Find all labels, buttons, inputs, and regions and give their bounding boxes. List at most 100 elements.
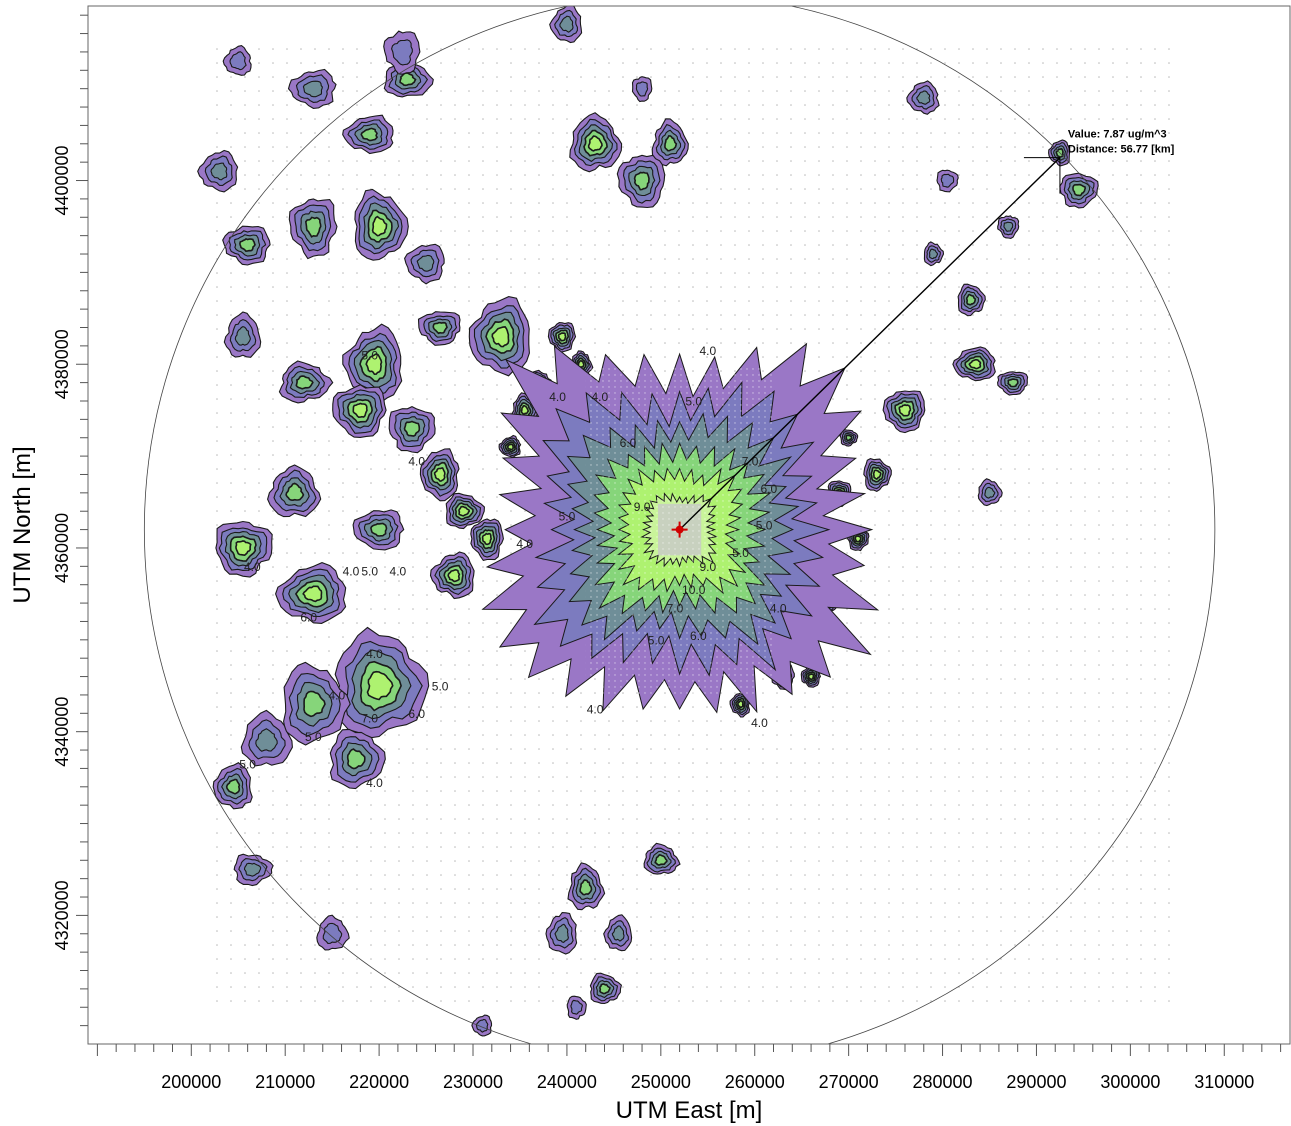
- contour-level-7: [633, 171, 650, 191]
- contour-level-7: [239, 237, 256, 252]
- hotspot: [212, 762, 253, 810]
- contour-level-7: [285, 482, 305, 502]
- hotspot: [223, 311, 262, 358]
- contour-label: 6.0: [690, 629, 707, 643]
- contour-level-9: [365, 352, 383, 376]
- contour-level-9: [447, 568, 461, 583]
- hotspot: [215, 520, 273, 578]
- contour-level-7: [432, 321, 448, 335]
- hotspot: [729, 691, 751, 718]
- contour-level-6: [210, 162, 228, 181]
- contour-level-5: [570, 999, 583, 1015]
- contour-level-7: [845, 434, 853, 442]
- hotspot: [352, 509, 405, 551]
- contour-label: 4.0: [549, 390, 566, 404]
- contour-level-7: [664, 135, 678, 152]
- contour-level-5: [322, 922, 343, 944]
- contour-label: 4.0: [329, 689, 346, 703]
- contour-level-9: [520, 404, 530, 415]
- contour-level-7: [346, 748, 366, 770]
- hotspot: [566, 995, 587, 1020]
- y-axis: 4320000 4340000 4360000 4380000 4400000: [52, 14, 88, 1027]
- contour-level-6: [984, 486, 996, 499]
- hotspot: [404, 243, 445, 285]
- y-tick-label: 4380000: [52, 329, 72, 399]
- hotspot: [997, 371, 1029, 396]
- contour-level-9: [506, 443, 514, 451]
- contour-level-6: [559, 15, 574, 33]
- contour-level-6: [416, 254, 435, 272]
- contour-level-6: [302, 80, 323, 98]
- contour-level-9: [807, 673, 815, 681]
- contour-label: 6.0: [300, 610, 317, 624]
- hotspot: [651, 118, 689, 167]
- contour-level-7: [304, 216, 322, 238]
- x-tick-label: 270000: [819, 1072, 879, 1092]
- hotspot: [800, 666, 822, 688]
- y-tick-label: 4340000: [52, 697, 72, 767]
- contour-label: 5.0: [361, 565, 378, 579]
- contour-label: 4.0: [591, 390, 608, 404]
- contour-label: 5.0: [361, 349, 378, 363]
- hotspot: [498, 434, 522, 459]
- hotspot: [287, 68, 337, 109]
- hotspot: [419, 448, 460, 502]
- hotspot: [288, 198, 338, 260]
- hotspot: [233, 853, 274, 887]
- contour-level-7: [403, 420, 421, 437]
- x-axis: 200000 210000 220000 230000 240000 250000 2600…: [88, 1043, 1290, 1092]
- contour-label: 7.0: [361, 711, 378, 725]
- hotspot: [977, 478, 1003, 507]
- hotspot: [545, 912, 578, 955]
- hotspot: [383, 30, 421, 75]
- contour-level-5: [229, 51, 247, 71]
- hotspot: [334, 626, 430, 739]
- contour-label: 4.0: [366, 647, 383, 661]
- contour-level-9: [577, 359, 585, 369]
- hotspot: [471, 1014, 493, 1037]
- contour-level-6: [916, 90, 931, 105]
- contour-level-6: [611, 925, 625, 942]
- y-tick-label: 4320000: [52, 880, 72, 950]
- contour-level-7: [399, 72, 417, 87]
- hotspot: [240, 709, 293, 767]
- hotspot: [275, 562, 347, 624]
- contour-label: 5.0: [732, 546, 749, 560]
- contour-label: 4.0: [390, 565, 407, 579]
- contour-level-9: [352, 402, 368, 419]
- contour-label: 5.0: [685, 395, 702, 409]
- hotspot: [222, 225, 271, 266]
- hotspot: [936, 169, 959, 193]
- contour-label: 9.0: [699, 560, 716, 574]
- hotspot: [445, 492, 485, 530]
- contour-label: 5.0: [239, 757, 256, 771]
- contour-label: 5.0: [756, 519, 773, 533]
- hotspot: [631, 76, 653, 103]
- contour-label: 5.0: [559, 509, 576, 523]
- hotspot: [567, 862, 606, 911]
- hotspot: [882, 390, 926, 434]
- contour-level-9: [366, 670, 394, 701]
- hotspot: [952, 346, 996, 382]
- hotspot: [470, 518, 504, 562]
- hotspot: [603, 914, 633, 952]
- contour-label: 4.0: [516, 537, 533, 551]
- hotspot: [429, 551, 475, 600]
- contour-level-7: [965, 293, 977, 306]
- hotspot: [222, 45, 252, 76]
- contour-level-5: [391, 39, 413, 66]
- hotspot: [589, 972, 623, 1005]
- hotspot: [547, 322, 577, 353]
- hotspot: [267, 464, 322, 518]
- x-tick-label: 280000: [913, 1072, 973, 1092]
- contour-level-6: [554, 923, 569, 944]
- contour-label: 5.0: [305, 730, 322, 744]
- contour-level-7: [1007, 378, 1019, 388]
- contour-label: 4.0: [244, 560, 261, 574]
- contour-label: 4.0: [751, 716, 768, 730]
- contour-labels: 4.05.06.04.07.06.05.09.05.04.09.010.07.0…: [239, 344, 787, 790]
- probe-value-text: Value: 7.87 ug/m^3: [1068, 129, 1167, 141]
- contour-level-7: [579, 879, 593, 896]
- hotspot: [847, 527, 870, 552]
